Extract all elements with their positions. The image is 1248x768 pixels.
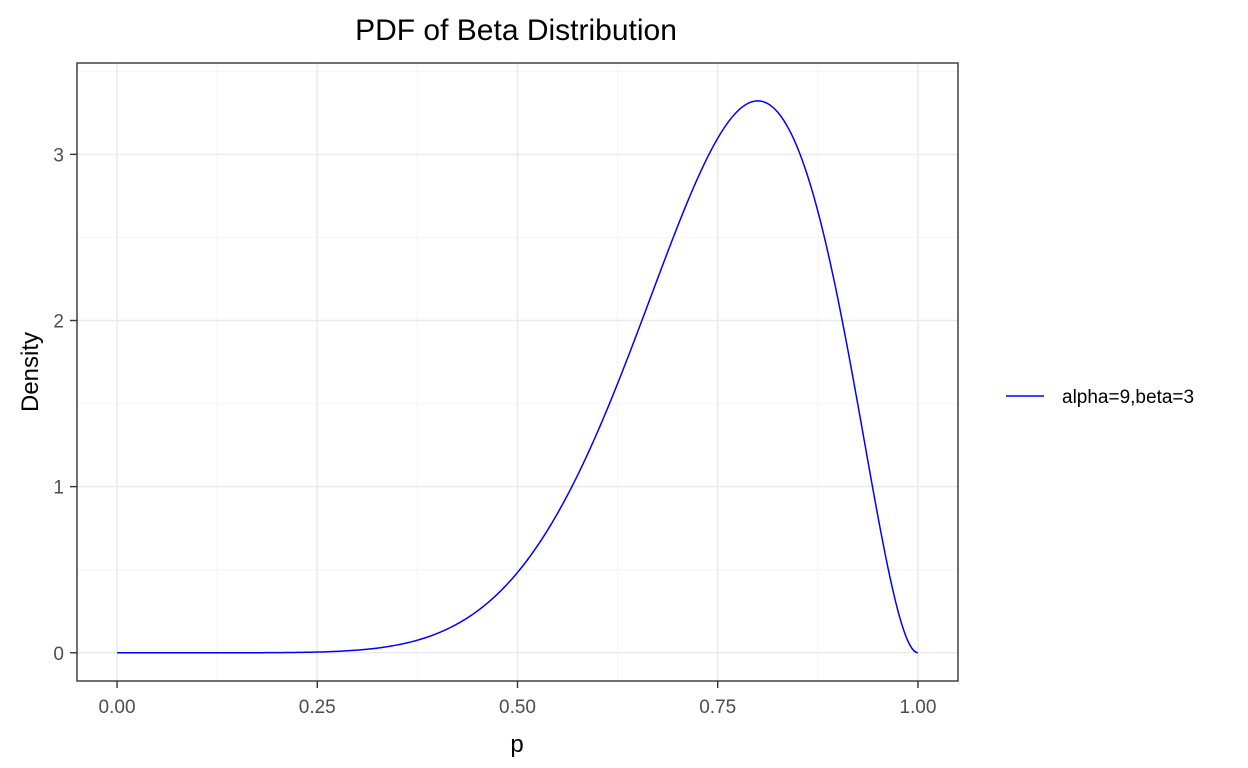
y-axis-title: Density xyxy=(17,332,44,412)
y-axis: 0 1 2 3 xyxy=(53,145,77,665)
y-tick-label: 0 xyxy=(53,644,64,665)
x-tick-label: 0.50 xyxy=(499,697,536,718)
chart-title: PDF of Beta Distribution xyxy=(355,14,677,47)
series-line-1 xyxy=(117,100,919,654)
legend: alpha=9,beta=3 xyxy=(1006,387,1194,408)
x-tick-label: 1.00 xyxy=(899,697,936,718)
y-tick-label: 1 xyxy=(53,478,64,499)
x-axis: 0.00 0.25 0.50 0.75 1.00 xyxy=(99,681,936,718)
x-axis-title: p xyxy=(510,731,523,758)
x-tick-label: 0.25 xyxy=(299,697,336,718)
y-tick-label: 2 xyxy=(53,312,64,333)
legend-label-1: alpha=9,beta=3 xyxy=(1062,387,1194,408)
x-tick-label: 0.00 xyxy=(99,697,136,718)
y-tick-label: 3 xyxy=(53,145,64,166)
x-tick-label: 0.75 xyxy=(699,697,736,718)
series-layer xyxy=(117,100,919,654)
grid-major xyxy=(77,63,958,681)
